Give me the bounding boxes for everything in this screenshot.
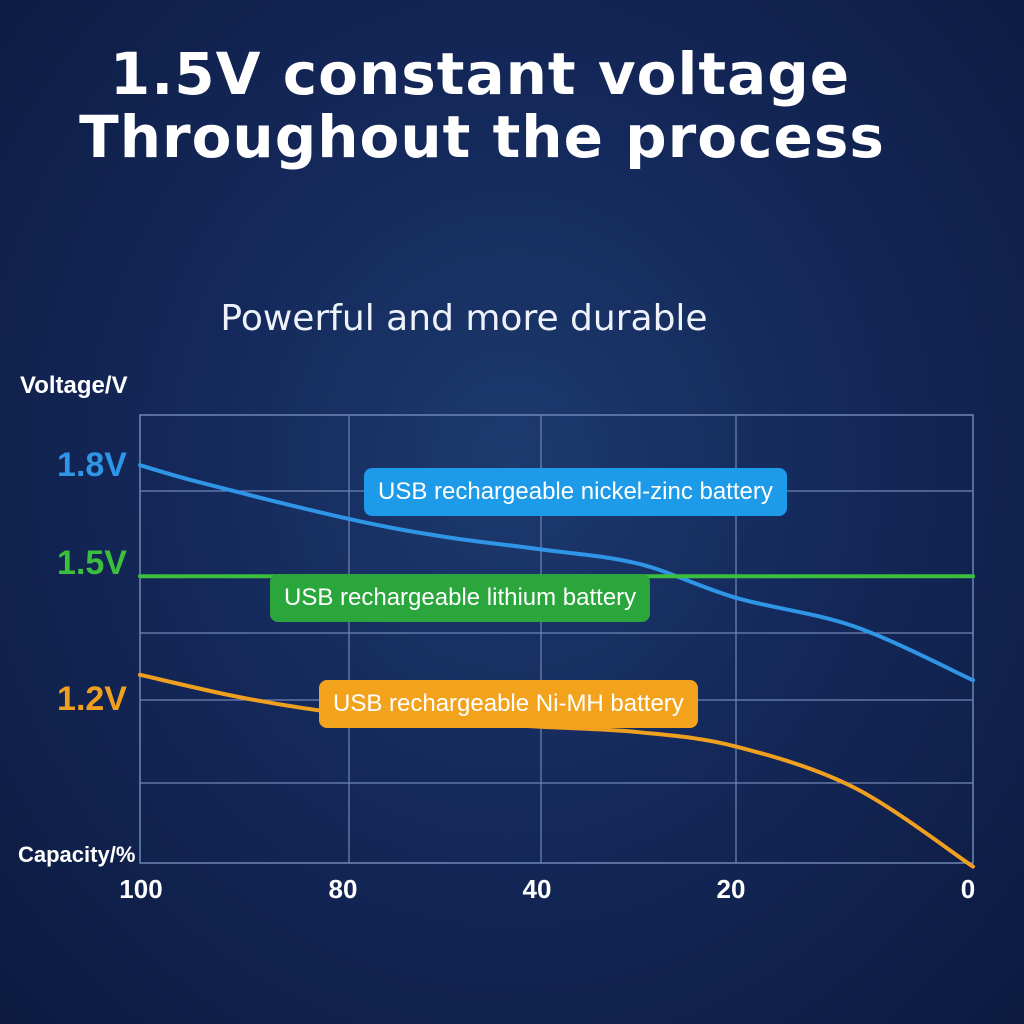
x-tick-labels: 100 80 40 20 0 <box>119 874 975 904</box>
lithium-series-tag: USB rechargeable lithium battery <box>270 574 651 622</box>
y-tick-label-1: 1.5V <box>57 544 127 582</box>
ni-mh-series-tag: USB rechargeable Ni-MH battery <box>319 680 698 728</box>
nickel-zinc-line <box>138 463 975 683</box>
title-line-2: Throughout the process <box>79 103 885 171</box>
x-tick-label-2: 40 <box>523 874 552 904</box>
plot-frame <box>139 414 974 864</box>
y-tick-labels: 1.8V 1.5V 1.2V <box>57 446 127 718</box>
chart-subtitle: Powerful and more durable <box>220 298 708 339</box>
x-axis-label: Capacity/% <box>18 842 136 867</box>
y-axis-label: Voltage/V <box>20 372 128 399</box>
x-tick-label-1: 80 <box>329 874 358 904</box>
y-tick-label-2: 1.2V <box>57 680 127 718</box>
y-tick-label-0: 1.8V <box>57 446 127 484</box>
title-line-1: 1.5V constant voltage <box>109 40 851 108</box>
x-tick-label-0: 100 <box>119 874 162 904</box>
x-tick-label-3: 20 <box>717 874 746 904</box>
x-tick-label-4: 0 <box>961 874 975 904</box>
chart-series <box>138 463 975 869</box>
nickel-zinc-series-tag: USB rechargeable nickel-zinc battery <box>364 468 787 516</box>
